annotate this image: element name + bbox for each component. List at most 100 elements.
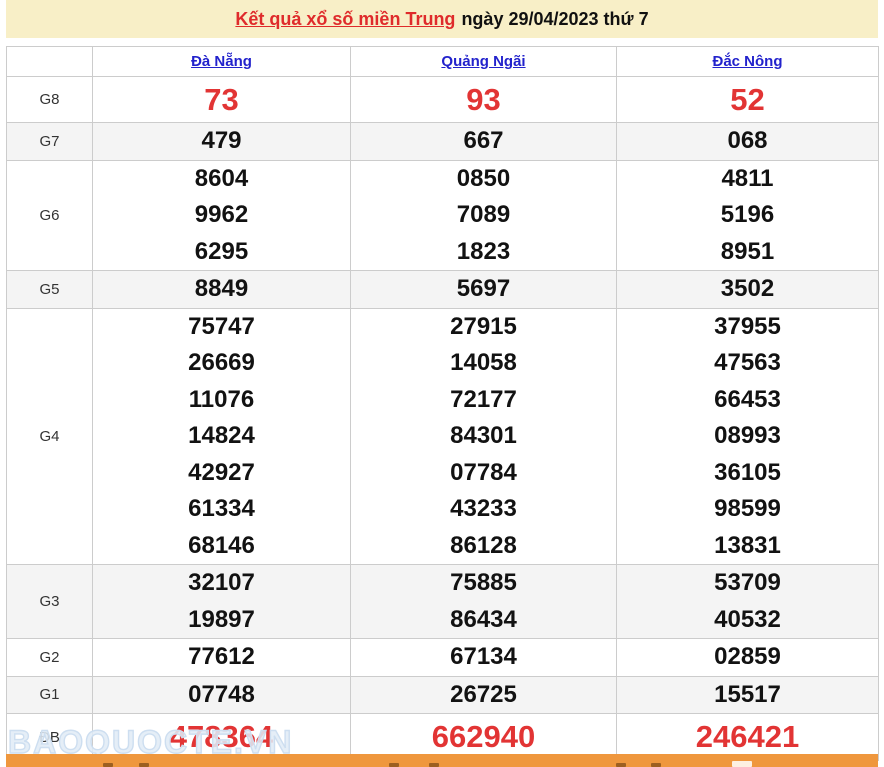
prize-row-4: G4 75747 26669 11076 14824 42927 61334 68146 279… — [6, 307, 879, 565]
prize-number: 1823 — [456, 237, 511, 265]
prize-numbers-cell: 15517 — [616, 675, 879, 714]
prize-row-1: G7 479 667 068 — [6, 122, 879, 161]
cutoff-text-mark — [732, 761, 752, 767]
next-section-banner-cutoff — [6, 754, 878, 767]
cutoff-text-mark — [651, 763, 661, 767]
prize-numbers-cell: 07748 — [92, 675, 351, 714]
prize-number: 14824 — [188, 422, 255, 449]
prize-number: 40532 — [714, 605, 781, 633]
prize-numbers-cell: 75747 26669 11076 14824 42927 61334 68146 — [92, 307, 351, 565]
prize-numbers-cell: 8849 — [92, 270, 351, 309]
prize-number: 6295 — [194, 237, 249, 265]
prize-numbers-cell: 26725 — [350, 675, 617, 714]
prize-number: 67134 — [450, 643, 517, 670]
prize-number: 19897 — [188, 605, 255, 633]
prize-number: 36105 — [714, 458, 781, 486]
prize-number: 27915 — [450, 312, 517, 340]
prize-number: 7089 — [456, 201, 511, 228]
column-header-quang-ngai: Quảng Ngãi — [350, 46, 617, 77]
prize-numbers-cell: 8604 9962 6295 — [92, 159, 351, 271]
cutoff-text-mark — [616, 763, 626, 767]
province-link-quang-ngai[interactable]: Quảng Ngãi — [441, 53, 526, 70]
prize-number: 86434 — [450, 605, 517, 633]
prize-label: G1 — [6, 675, 93, 714]
prize-number: 66453 — [714, 385, 781, 413]
prize-label: G8 — [6, 76, 93, 123]
prize-number: 667 — [463, 127, 504, 154]
prize-numbers-cell: 73 — [92, 76, 351, 123]
prize-numbers-cell: 37955 47563 66453 08993 36105 98599 13831 — [616, 307, 879, 565]
prize-numbers-cell: 52 — [616, 76, 879, 123]
prize-row-7: G1 07748 26725 15517 — [6, 675, 879, 714]
prize-label: G2 — [6, 638, 93, 677]
province-link-dac-nong[interactable]: Đắc Nông — [712, 53, 783, 70]
prize-number: 72177 — [450, 385, 517, 413]
page-header: Kết quả xổ số miền Trung ngày 29/04/2023… — [6, 0, 878, 38]
prize-numbers-cell: 93 — [350, 76, 617, 123]
prize-numbers-cell: 77612 — [92, 638, 351, 677]
prize-numbers-cell: 478364 — [92, 713, 351, 761]
prize-numbers-cell: 246421 — [616, 713, 879, 761]
prize-number: 02859 — [714, 643, 781, 670]
prize-row-2: G6 8604 9962 6295 0850 7089 1823 4811 5196 8951 — [6, 159, 879, 271]
prize-number: 47563 — [714, 349, 781, 376]
prize-number: 14058 — [450, 349, 517, 376]
cutoff-text-mark — [103, 763, 113, 767]
prize-label: G3 — [6, 564, 93, 639]
prize-number: 068 — [727, 127, 768, 154]
prize-number: 8951 — [720, 237, 775, 265]
prize-numbers-cell: 3502 — [616, 270, 879, 309]
prize-number: 8604 — [194, 164, 249, 192]
prize-numbers-cell: 27915 14058 72177 84301 07784 43233 86128 — [350, 307, 617, 565]
results-table: Đà Nẵng Quảng Ngãi Đắc Nông G8 73 93 52 G7 47… — [6, 46, 879, 761]
province-link-da-nang[interactable]: Đà Nẵng — [191, 53, 252, 70]
prize-number: 479 — [201, 127, 242, 154]
prize-label: G6 — [6, 159, 93, 271]
prize-numbers-cell: 5697 — [350, 270, 617, 309]
prize-numbers-cell: 75885 86434 — [350, 564, 617, 639]
prize-row-8: ĐB 478364 662940 246421 — [6, 713, 879, 761]
prize-numbers-cell: 67134 — [350, 638, 617, 677]
prize-row-6: G2 77612 67134 02859 — [6, 638, 879, 677]
prize-number: 37955 — [714, 312, 781, 340]
prize-number: 246421 — [695, 719, 800, 754]
prize-number: 4811 — [721, 164, 774, 192]
prize-number: 73 — [204, 82, 239, 117]
prize-number: 75885 — [450, 569, 517, 596]
prize-row-0: G8 73 93 52 — [6, 76, 879, 123]
region-title-link[interactable]: Kết quả xổ số miền Trung — [235, 8, 456, 29]
results-table-body: G8 73 93 52 G7 479 667 068 G6 8604 9962 6295 0850 708… — [6, 76, 879, 761]
cutoff-text-mark — [389, 763, 399, 767]
prize-row-5: G3 32107 19897 75885 86434 53709 40532 — [6, 564, 879, 639]
prize-number: 26725 — [450, 680, 517, 708]
column-header-dac-nong: Đắc Nông — [616, 46, 879, 77]
prize-number: 07784 — [450, 458, 517, 486]
prize-number: 8849 — [194, 275, 249, 302]
prize-numbers-cell: 4811 5196 8951 — [616, 159, 879, 271]
prize-number: 26669 — [188, 349, 255, 376]
column-header-da-nang: Đà Nẵng — [92, 46, 351, 77]
prize-number: 43233 — [450, 495, 517, 522]
prize-label: G5 — [6, 270, 93, 309]
prize-number: 662940 — [431, 719, 536, 754]
prize-number: 0850 — [456, 164, 511, 192]
prize-number: 15517 — [714, 680, 781, 708]
draw-date-label: ngày 29/04/2023 thứ 7 — [461, 8, 649, 29]
prize-number: 53709 — [714, 569, 781, 596]
prize-numbers-cell: 479 — [92, 122, 351, 161]
prize-number: 68146 — [188, 531, 255, 559]
prize-numbers-cell: 02859 — [616, 638, 879, 677]
prize-number: 5697 — [456, 275, 511, 302]
prize-number: 84301 — [450, 422, 517, 449]
prize-label: G4 — [6, 307, 93, 565]
prize-number: 98599 — [714, 495, 781, 522]
prize-number: 42927 — [188, 458, 255, 486]
prize-number: 07748 — [188, 680, 255, 708]
corner-cell — [6, 46, 93, 77]
prize-number: 11076 — [188, 385, 255, 413]
prize-number: 5196 — [720, 201, 775, 228]
prize-numbers-cell: 53709 40532 — [616, 564, 879, 639]
cutoff-text-mark — [139, 763, 149, 767]
prize-label: ĐB — [6, 713, 93, 761]
prize-number: 61334 — [188, 495, 255, 522]
